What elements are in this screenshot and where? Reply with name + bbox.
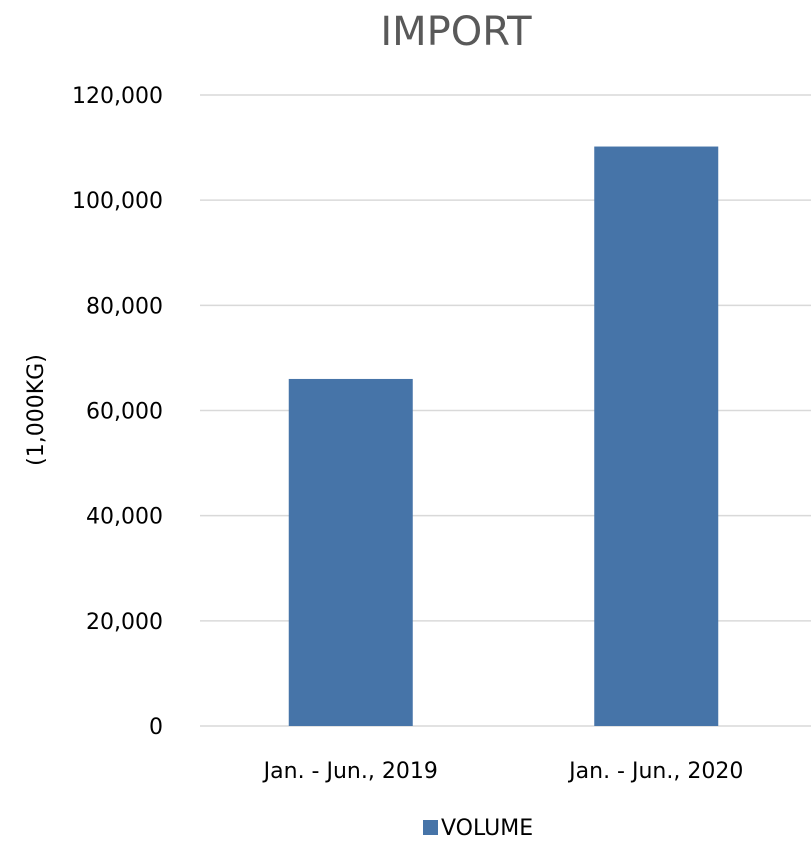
chart-title: IMPORT [380, 9, 532, 55]
y-axis-label: (1,000KG) [24, 354, 49, 466]
bars [288, 146, 719, 726]
y-tick-label: 20,000 [86, 610, 163, 635]
x-tick-label: Jan. - Jun., 2020 [567, 759, 743, 784]
y-tick-label: 40,000 [86, 505, 163, 530]
legend-swatch-volume [423, 820, 438, 835]
x-tick-label: Jan. - Jun., 2019 [262, 759, 438, 784]
y-tick-label: 0 [149, 715, 163, 740]
bar-2 [594, 146, 719, 726]
y-tick-label: 100,000 [72, 189, 163, 214]
y-axis-ticks: 0 20,000 40,000 60,000 80,000 100,000 120,000 [72, 84, 163, 740]
bar-1 [288, 378, 413, 726]
y-tick-label: 60,000 [86, 400, 163, 425]
x-axis-ticks: Jan. - Jun., 2019 Jan. - Jun., 2020 [262, 759, 744, 784]
y-tick-label: 120,000 [72, 84, 163, 109]
legend: VOLUME [423, 816, 533, 841]
legend-label-volume: VOLUME [441, 816, 533, 841]
y-tick-label: 80,000 [86, 294, 163, 319]
